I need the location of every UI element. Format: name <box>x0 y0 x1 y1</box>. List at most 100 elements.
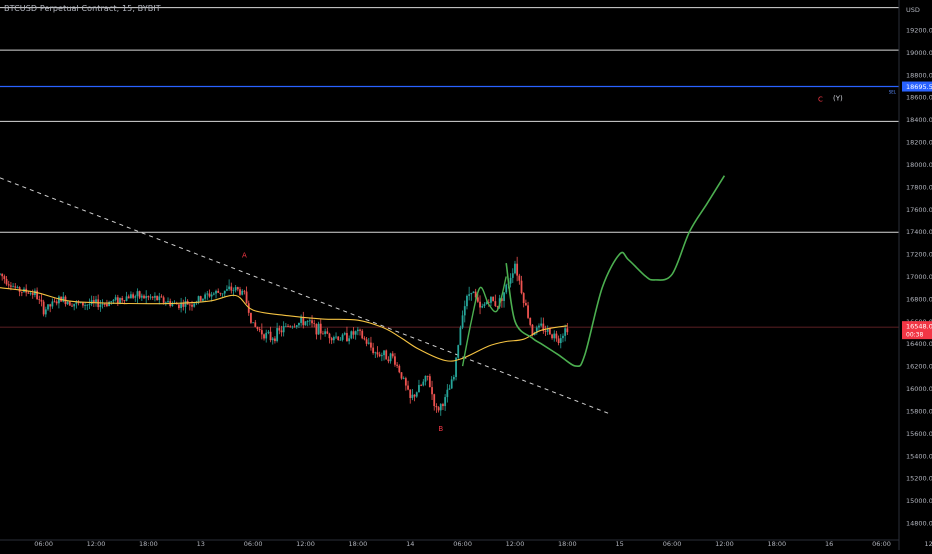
candle-body <box>110 301 113 303</box>
candle <box>311 315 313 328</box>
candle <box>404 376 407 391</box>
candle-body <box>343 333 346 335</box>
candle <box>538 323 540 331</box>
candle-body <box>372 347 375 354</box>
candle-body <box>485 302 488 305</box>
price-tick-label: 19000.0 <box>906 49 932 57</box>
candle-body <box>557 338 560 344</box>
candle-body <box>162 297 165 303</box>
candle-body <box>62 296 65 302</box>
time-axis[interactable]: 06:00 12:00 18:00 13 06:00 12:00 18:00 14 06:00 1… <box>0 539 932 548</box>
candle <box>367 337 370 345</box>
candle <box>38 295 41 304</box>
candle <box>182 299 185 311</box>
candle-body <box>472 291 475 294</box>
candle-body <box>202 298 204 301</box>
candle-body <box>442 404 444 407</box>
candle <box>459 325 462 346</box>
candle <box>444 394 447 411</box>
candle <box>322 330 324 335</box>
candle <box>206 290 209 300</box>
candle <box>542 317 545 334</box>
candle-body <box>284 325 287 327</box>
candle-body <box>16 287 19 288</box>
candle-body <box>280 330 283 333</box>
candle <box>230 282 233 294</box>
candle-body <box>524 303 527 306</box>
candle <box>217 288 220 294</box>
candle-body <box>400 372 403 379</box>
price-tick-label: 15200.0 <box>906 475 932 483</box>
candle-body <box>394 356 396 365</box>
candle <box>7 280 10 289</box>
candle-body <box>426 375 429 377</box>
candle-body <box>215 290 217 294</box>
candle <box>328 332 331 344</box>
candle-body <box>339 339 342 341</box>
time-tick-label: 06:00 <box>244 540 263 548</box>
candle <box>151 296 154 300</box>
candle <box>361 329 364 340</box>
candle-body <box>518 275 521 281</box>
candle-body <box>326 331 329 334</box>
candle <box>121 295 124 303</box>
candle <box>31 289 34 299</box>
candle-body <box>559 338 562 344</box>
candle <box>49 303 52 313</box>
candle <box>58 295 60 309</box>
candle-body <box>51 301 54 307</box>
candle-body <box>511 273 514 278</box>
candle-body <box>444 397 447 407</box>
candle-body <box>459 327 462 346</box>
candle <box>16 285 19 289</box>
candle <box>559 334 562 349</box>
candle-body <box>319 323 322 334</box>
candle-body <box>164 302 167 304</box>
candle <box>236 286 239 292</box>
trendline <box>0 177 612 415</box>
candle-body <box>271 338 274 341</box>
candle <box>36 287 38 300</box>
candle-body <box>219 292 222 294</box>
candle-body <box>276 328 279 342</box>
candle-body <box>361 330 364 339</box>
candle <box>73 303 76 311</box>
candle <box>359 328 361 336</box>
candle-body <box>566 328 569 333</box>
candle-body <box>352 331 355 335</box>
candle-body <box>383 350 385 356</box>
candle <box>188 302 191 311</box>
candle-body <box>555 333 558 339</box>
candle <box>215 289 217 299</box>
candle <box>503 292 505 308</box>
candle <box>53 298 56 303</box>
candle-body <box>409 389 412 398</box>
candle-body <box>389 353 392 362</box>
candle <box>448 384 451 390</box>
candle-body <box>5 279 8 285</box>
candle <box>219 292 222 296</box>
candle <box>461 310 464 330</box>
candle-body <box>531 324 534 336</box>
candle <box>308 318 311 326</box>
candle <box>332 335 335 344</box>
wave-label-c: C <box>818 96 823 104</box>
candle <box>180 297 183 313</box>
candle-body <box>40 299 43 302</box>
candle-body <box>540 323 543 326</box>
candle-body <box>481 306 484 308</box>
candle <box>101 299 104 309</box>
candle <box>511 268 514 283</box>
candle-body <box>66 301 69 305</box>
candle-body <box>544 331 547 332</box>
candle <box>492 296 495 302</box>
price-axis[interactable]: USD 19200.0 19000.0 18800.0 18600.0 18400.0 18… <box>889 0 932 550</box>
candle <box>555 330 558 342</box>
candle <box>343 331 346 336</box>
candle-body <box>308 320 311 322</box>
candle <box>481 303 484 309</box>
candle <box>339 337 342 341</box>
candle-body <box>263 334 265 339</box>
